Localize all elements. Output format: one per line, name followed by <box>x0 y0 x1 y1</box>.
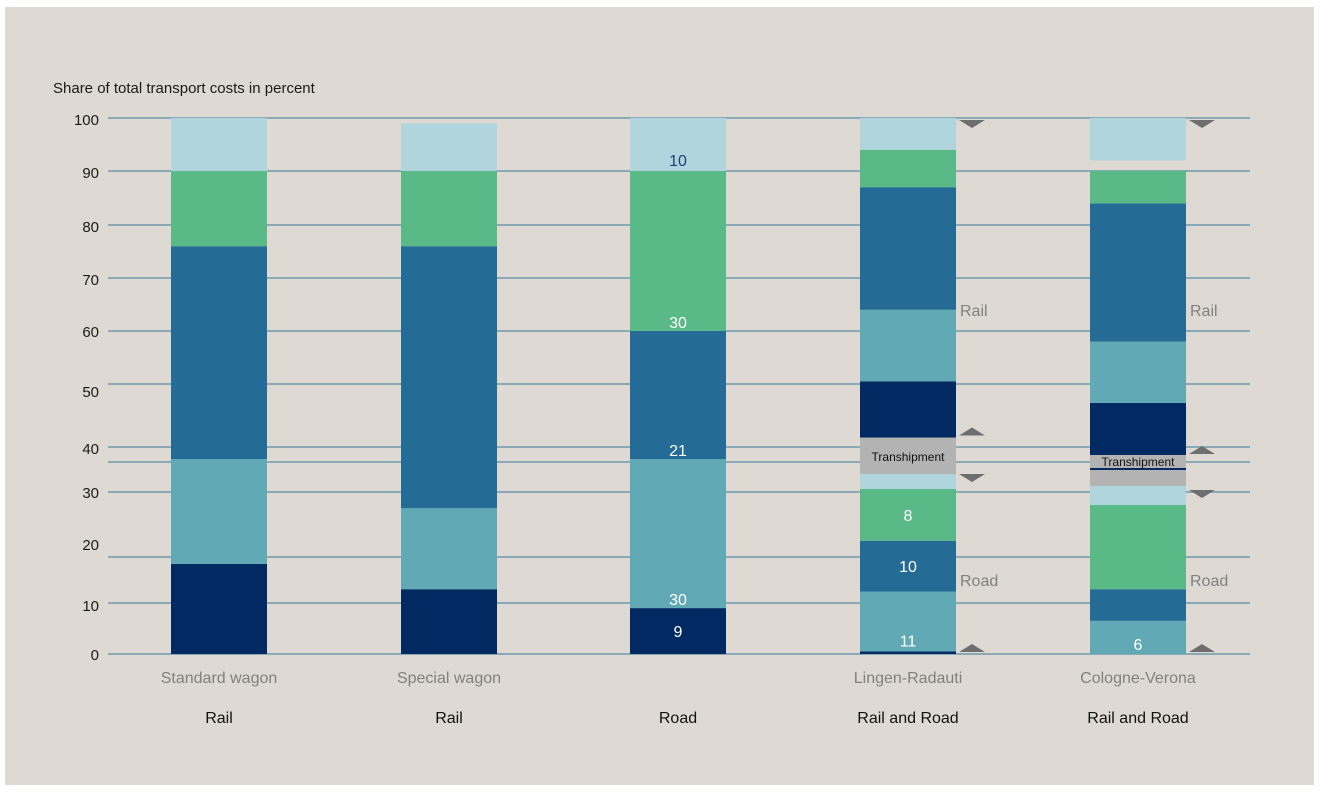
bar-segment <box>860 474 956 489</box>
bar-segment <box>401 508 497 590</box>
chart-panel: Share of total transport costs in percen… <box>5 7 1314 785</box>
y-tick-label: 60 <box>82 324 99 341</box>
group-label: Rail <box>960 303 988 320</box>
bar-segment <box>630 331 726 459</box>
bar-segment <box>860 118 956 150</box>
bar-segment <box>171 459 267 564</box>
group-label: Rail <box>1190 303 1218 320</box>
bar-segment <box>401 589 497 654</box>
bar-segment <box>1090 505 1186 590</box>
bars-layer <box>171 118 1186 654</box>
group-label: Road <box>960 573 998 590</box>
bar-segment <box>630 118 726 171</box>
y-tick-label: 10 <box>82 598 99 615</box>
bar-segment <box>401 171 497 247</box>
chart-title: Share of total transport costs in percen… <box>53 80 316 97</box>
bar-segment <box>860 381 956 438</box>
range-arrow <box>1189 446 1215 454</box>
bar-segment <box>1090 171 1186 204</box>
bar-segment <box>860 591 956 652</box>
bar-segment <box>1090 455 1186 468</box>
x-mode-label: Rail <box>205 710 233 727</box>
bar-segment <box>171 563 267 654</box>
x-mode-label: Rail and Road <box>1087 710 1188 727</box>
bar-segment <box>860 149 956 188</box>
x-mode-label: Rail and Road <box>857 710 958 727</box>
bar-segment <box>860 187 956 310</box>
bar-segment <box>171 171 267 247</box>
range-arrow <box>1189 644 1215 652</box>
bar-segment <box>860 437 956 474</box>
bar-segment <box>401 246 497 509</box>
data-label: Transhipment <box>872 450 946 464</box>
bar-segment <box>1090 620 1186 654</box>
data-label: 21 <box>669 443 687 460</box>
range-arrow <box>1189 490 1215 498</box>
data-label: 8 <box>904 508 913 525</box>
x-subcategory-label: Special wagon <box>397 670 501 687</box>
range-arrow <box>959 644 985 652</box>
stacked-bar-chart: Share of total transport costs in percen… <box>53 80 1250 727</box>
y-tick-label: 30 <box>82 485 99 502</box>
bar-segment <box>1090 341 1186 403</box>
bar-segment <box>860 309 956 382</box>
bar-segment <box>171 246 267 459</box>
bar-segment <box>1090 118 1186 161</box>
bar-segment <box>860 651 956 654</box>
y-tick-label: 50 <box>82 384 99 401</box>
data-label: 11 <box>900 633 917 650</box>
bar-segment <box>630 459 726 609</box>
y-tick-label: 40 <box>82 441 99 458</box>
data-label: 30 <box>669 315 687 332</box>
data-label: 6 <box>1134 637 1143 654</box>
bar-segment <box>401 123 497 171</box>
bar-segment <box>860 489 956 541</box>
bar-segment <box>1090 402 1186 462</box>
x-subcategory-label: Lingen-Radauti <box>854 670 963 687</box>
bar-segment <box>860 540 956 592</box>
y-tick-label: 70 <box>82 272 99 289</box>
range-arrow <box>1189 120 1215 128</box>
y-tick-label: 20 <box>82 537 99 554</box>
y-tick-label: 0 <box>91 647 99 664</box>
y-tick-label: 100 <box>74 112 99 129</box>
bar-segment <box>171 118 267 171</box>
bar-segment <box>1090 203 1186 342</box>
bar-segment <box>1090 486 1186 505</box>
data-label: Transhipment <box>1102 455 1176 469</box>
range-arrow <box>959 120 985 128</box>
bar-segment <box>630 171 726 331</box>
range-arrow <box>959 474 985 482</box>
bar-segment <box>1090 589 1186 621</box>
x-mode-label: Road <box>659 710 697 727</box>
y-tick-label: 80 <box>82 219 99 236</box>
data-label: 10 <box>669 153 687 170</box>
group-label: Road <box>1190 573 1228 590</box>
x-subcategory-label: Standard wagon <box>161 670 278 687</box>
range-arrow <box>959 427 985 436</box>
x-subcategory-label: Cologne-Verona <box>1080 670 1196 687</box>
x-mode-label: Rail <box>435 710 463 727</box>
bar-segment <box>630 608 726 654</box>
y-tick-label: 90 <box>82 165 99 182</box>
data-label: 10 <box>899 559 917 576</box>
data-label: 9 <box>674 624 683 641</box>
data-label: 30 <box>669 592 687 609</box>
labels-layer: Standard wagon Rail Special wagon Rail 9 30 21… <box>161 120 1228 727</box>
